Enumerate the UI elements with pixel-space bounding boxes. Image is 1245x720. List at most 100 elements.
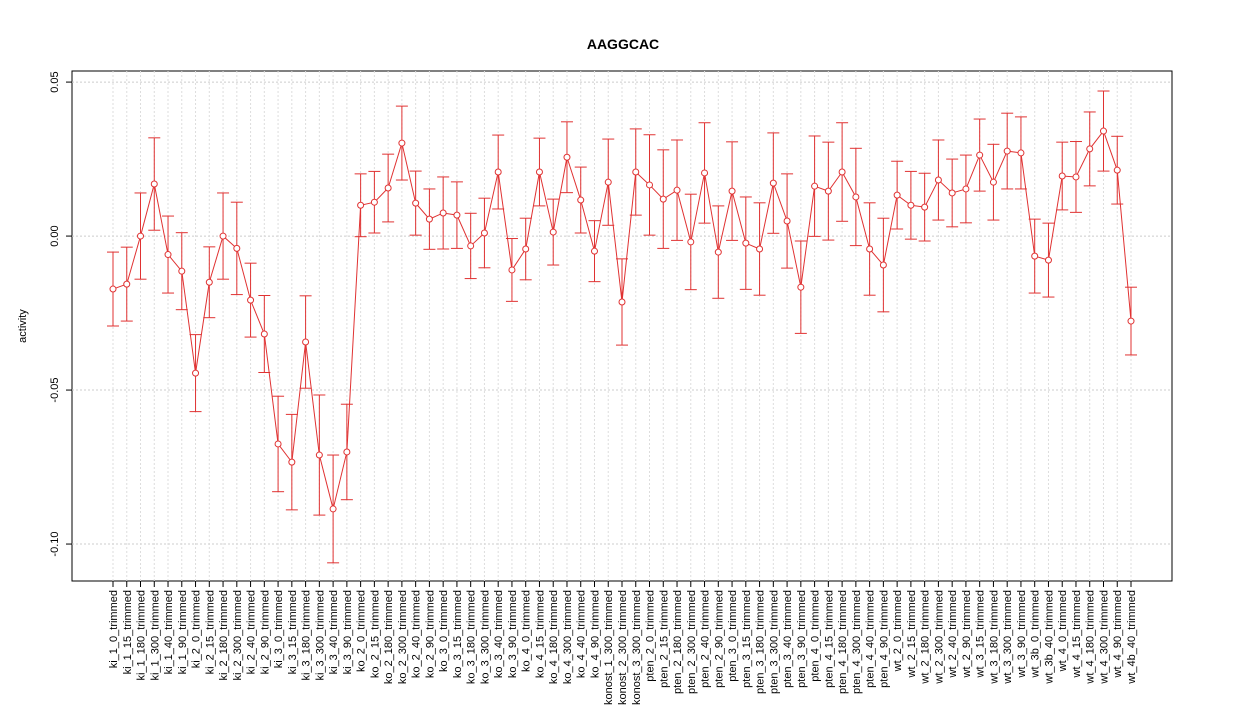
x-tick-label: ki_3_40_trimmed	[328, 590, 340, 674]
point	[425, 215, 433, 223]
point	[233, 244, 241, 252]
point	[1072, 173, 1080, 181]
x-tick-label: pten_2_0_trimmed	[645, 590, 657, 682]
point	[1099, 127, 1107, 135]
x-tick-label: ko_3_180_trimmed	[466, 590, 478, 684]
point	[948, 189, 956, 197]
point	[1113, 166, 1121, 174]
x-tick-label: wt_3_15_trimmed	[975, 590, 987, 678]
x-tick-label: ki_3_180_trimmed	[301, 590, 313, 681]
point	[412, 199, 420, 207]
point	[315, 451, 323, 459]
x-tick-label: pten_2_300_trimmed	[686, 590, 698, 694]
x-tick-label: wt_4_90_trimmed	[1112, 590, 1124, 678]
x-tick-label: ki_1_300_trimmed	[149, 590, 161, 681]
point	[137, 232, 145, 240]
x-tick-label: ko_4_0_trimmed	[521, 590, 533, 672]
point	[453, 211, 461, 219]
point	[260, 330, 268, 338]
point	[893, 191, 901, 199]
x-tick-label: ko_3_300_trimmed	[479, 590, 491, 684]
point	[1044, 256, 1052, 264]
x-tick-label: pten_4_15_trimmed	[823, 590, 835, 688]
point	[274, 440, 282, 448]
point	[302, 338, 310, 346]
point	[838, 168, 846, 176]
point	[480, 229, 488, 237]
x-tick-label: ki_2_300_trimmed	[232, 590, 244, 681]
x-tick-label: pten_3_15_trimmed	[741, 590, 753, 688]
point	[783, 217, 791, 225]
x-tick-label: ko_4_180_trimmed	[548, 590, 560, 684]
x-tick-label: ko_4_40_trimmed	[576, 590, 588, 678]
x-tick-label: ko_2_90_trimmed	[424, 590, 436, 678]
x-tick-label: pten_2_15_trimmed	[658, 590, 670, 688]
x-tick-label: ko_4_15_trimmed	[534, 590, 546, 678]
x-tick-label: pten_3_40_trimmed	[782, 590, 794, 688]
point	[398, 139, 406, 147]
x-tick-label: konost_3_300_trimmed	[631, 590, 643, 705]
point	[357, 201, 365, 209]
point	[604, 178, 612, 186]
point	[907, 201, 915, 209]
point	[522, 245, 530, 253]
x-tick-label: ko_3_15_trimmed	[452, 590, 464, 678]
x-tick-label: pten_3_0_trimmed	[727, 590, 739, 682]
point	[769, 179, 777, 187]
point	[921, 203, 929, 211]
point	[618, 298, 626, 306]
x-tick-label: wt_3b_0_trimmed	[1030, 590, 1042, 678]
x-tick-label: wt_2_90_trimmed	[961, 590, 973, 678]
point	[467, 242, 475, 250]
x-tick-label: pten_4_300_trimmed	[851, 590, 863, 694]
x-tick-label: wt_4_0_trimmed	[1057, 590, 1069, 672]
x-tick-label: wt_4_180_trimmed	[1085, 590, 1097, 685]
x-tick-label: ki_3_15_trimmed	[287, 590, 299, 674]
x-tick-label: wt_4b_40_trimmed	[1126, 590, 1138, 685]
x-tick-label: pten_2_40_trimmed	[700, 590, 712, 688]
point	[811, 182, 819, 190]
point	[329, 505, 337, 513]
x-tick-label: ki_2_0_trimmed	[191, 590, 203, 668]
x-tick-label: ki_1_180_trimmed	[136, 590, 148, 681]
x-tick-label: wt_4_300_trimmed	[1098, 590, 1110, 685]
point	[673, 186, 681, 194]
point	[150, 180, 158, 188]
point	[164, 251, 172, 259]
x-tick-label: ko_3_90_trimmed	[507, 590, 519, 678]
point	[1031, 252, 1039, 260]
y-tick-label: -0.05	[49, 378, 61, 403]
x-tick-label: pten_4_0_trimmed	[810, 590, 822, 682]
point	[1017, 149, 1025, 157]
point	[549, 228, 557, 236]
chart-title: AAGGCAC	[587, 36, 659, 52]
point	[879, 261, 887, 269]
x-tick-label: pten_4_180_trimmed	[837, 590, 849, 694]
point	[1058, 172, 1066, 180]
point	[192, 369, 200, 377]
x-tick-label: pten_2_90_trimmed	[713, 590, 725, 688]
x-tick-label: ki_2_90_trimmed	[259, 590, 271, 674]
x-tick-label: ko_2_180_trimmed	[383, 590, 395, 684]
x-tick-label: ki_1_0_trimmed	[108, 590, 120, 668]
y-axis-label: activity	[17, 309, 29, 343]
x-tick-label: ki_3_0_trimmed	[273, 590, 285, 668]
point	[205, 278, 213, 286]
x-tick-label: wt_4_15_trimmed	[1071, 590, 1083, 678]
x-tick-label: pten_3_90_trimmed	[796, 590, 808, 688]
x-tick-label: ki_2_40_trimmed	[246, 590, 258, 674]
y-tick-label: 0.05	[49, 71, 61, 92]
point	[632, 168, 640, 176]
x-tick-label: wt_2_40_trimmed	[947, 590, 959, 678]
y-tick-label: -0.10	[49, 532, 61, 557]
x-tick-label: ki_2_180_trimmed	[218, 590, 230, 681]
point	[728, 187, 736, 195]
x-tick-label: ko_2_0_trimmed	[356, 590, 368, 672]
point	[535, 168, 543, 176]
x-tick-label: ki_2_15_trimmed	[204, 590, 216, 674]
x-tick-label: ko_2_300_trimmed	[397, 590, 409, 684]
x-tick-label: wt_2_0_trimmed	[892, 590, 904, 672]
point	[797, 283, 805, 291]
x-tick-label: konost_1_300_trimmed	[603, 590, 615, 705]
